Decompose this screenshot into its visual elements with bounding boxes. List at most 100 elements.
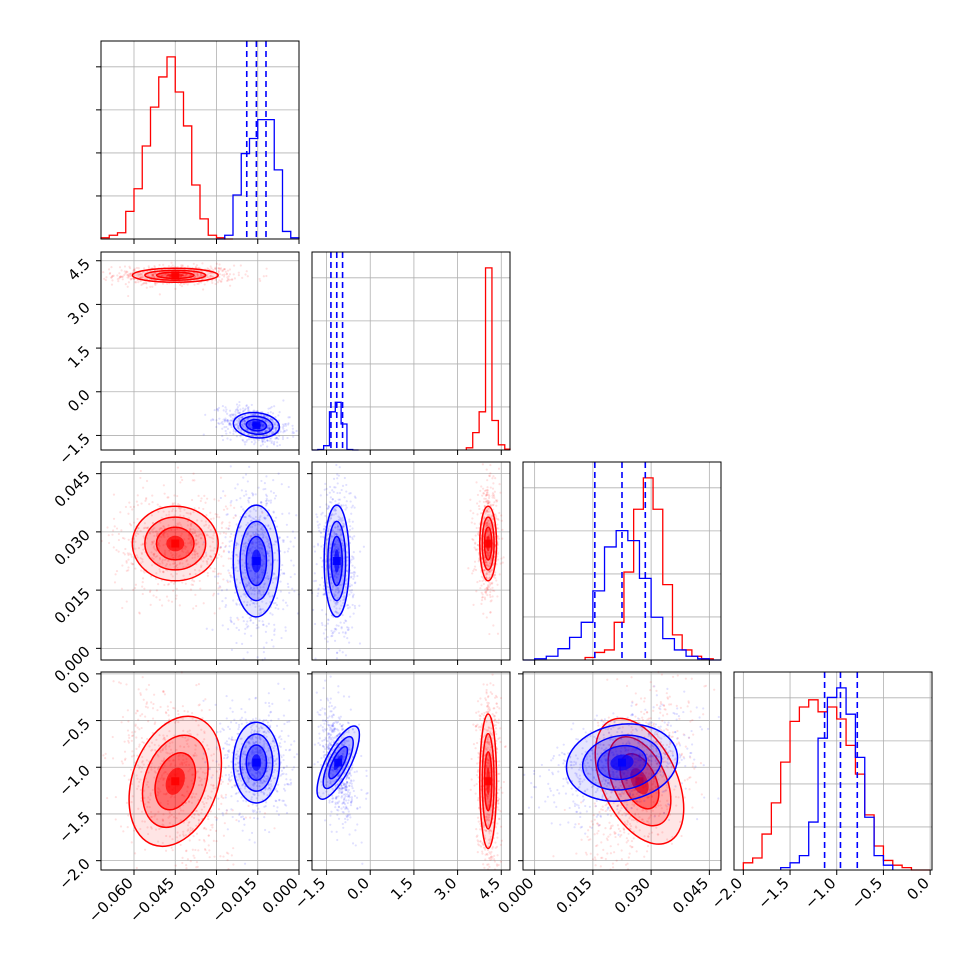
red-sample-point — [480, 584, 483, 587]
blue-sample-point — [248, 424, 251, 427]
blue-sample-point — [280, 636, 283, 640]
red-sample-point — [121, 275, 124, 278]
red-sample-point — [104, 752, 107, 755]
blue-sample-point — [313, 622, 317, 626]
red-sample-point — [110, 276, 113, 279]
blue-sample-point — [255, 811, 258, 814]
blue-sample-point — [271, 420, 274, 423]
blue-sample-point — [244, 473, 248, 476]
red-sample-point — [475, 590, 478, 593]
red-peak-bin — [171, 271, 180, 280]
red-sample-point — [140, 726, 143, 730]
blue-sample-point — [292, 435, 295, 438]
blue-sample-point — [221, 422, 225, 426]
blue-sample-point — [242, 817, 246, 820]
red-sample-point — [218, 267, 221, 270]
red-sample-point — [494, 513, 497, 516]
blue-sample-point — [227, 527, 230, 530]
blue-sample-point — [292, 431, 296, 434]
red-sample-point — [483, 598, 487, 601]
red-sample-point — [226, 269, 230, 272]
blue-sample-point — [281, 563, 284, 567]
red-sample-point — [126, 273, 129, 277]
red-sample-point — [500, 557, 503, 560]
red-sample-point — [155, 596, 158, 599]
blue-sample-point — [345, 490, 348, 493]
red-sample-point — [130, 768, 133, 771]
red-sample-point — [134, 583, 138, 586]
blue-sample-point — [232, 428, 235, 431]
red-sample-point — [130, 555, 133, 558]
panel-1-1 — [311, 251, 511, 455]
blue-sample-point — [319, 556, 322, 559]
blue-sample-point — [224, 545, 227, 549]
blue-sample-point — [239, 416, 242, 419]
blue-sample-point — [289, 540, 292, 543]
blue-sample-point — [318, 523, 321, 526]
red-sample-point — [175, 597, 178, 600]
red-sample-point — [209, 511, 212, 514]
red-sample-point — [142, 698, 145, 701]
red-sample-point — [163, 273, 167, 276]
blue-sample-point — [338, 649, 341, 652]
red-sample-point — [118, 277, 121, 280]
blue-peak-bin — [252, 557, 261, 565]
red-sample-point — [219, 476, 223, 479]
red-sample-point — [170, 600, 174, 603]
red-sample-point — [135, 747, 138, 750]
blue-sample-point — [274, 606, 277, 610]
red-sample-point — [227, 277, 230, 281]
red-sample-point — [152, 273, 155, 276]
blue-sample-point — [295, 429, 298, 433]
blue-sample-point — [232, 432, 235, 435]
red-sample-point — [141, 282, 144, 286]
red-sample-point — [244, 273, 247, 276]
red-sample-point — [485, 493, 488, 496]
blue-sample-point — [261, 440, 264, 443]
blue-sample-point — [228, 540, 231, 543]
red-sample-point — [126, 729, 130, 732]
red-sample-point — [204, 501, 207, 504]
blue-sample-point — [351, 571, 354, 575]
red-sample-point — [480, 602, 483, 605]
blue-sample-point — [262, 423, 265, 426]
red-histogram — [465, 267, 511, 450]
red-sample-point — [144, 848, 147, 851]
red-sample-point — [222, 275, 226, 278]
red-sample-point — [164, 273, 167, 276]
red-sample-point — [192, 854, 195, 857]
red-sample-point — [198, 579, 201, 583]
red-sample-point — [225, 272, 229, 275]
red-sample-point — [195, 264, 198, 267]
blue-sample-point — [273, 422, 277, 425]
red-sample-point — [128, 501, 131, 504]
red-sample-point — [193, 856, 196, 859]
red-sample-point — [123, 740, 126, 743]
red-sample-point — [156, 503, 159, 506]
blue-sample-point — [204, 551, 208, 554]
red-sample-point — [125, 801, 128, 804]
blue-sample-point — [272, 430, 275, 433]
red-sample-point — [143, 276, 147, 280]
blue-sample-point — [326, 622, 329, 625]
blue-sample-point — [314, 657, 317, 660]
blue-sample-point — [229, 707, 232, 710]
blue-sample-point — [287, 485, 290, 489]
blue-sample-point — [235, 435, 239, 438]
red-sample-point — [486, 486, 489, 489]
blue-sample-point — [353, 495, 357, 498]
blue-sample-point — [344, 504, 347, 507]
red-sample-point — [481, 579, 484, 583]
red-sample-point — [214, 513, 217, 516]
blue-sample-point — [221, 404, 224, 408]
blue-sample-point — [225, 694, 228, 698]
blue-sample-point — [247, 499, 250, 502]
red-sample-point — [212, 839, 215, 842]
blue-sample-point — [225, 412, 229, 415]
blue-sample-point — [323, 637, 327, 640]
red-sample-point — [211, 823, 214, 826]
blue-sample-point — [273, 497, 277, 500]
blue-sample-point — [345, 506, 348, 509]
blue-sample-point — [289, 783, 292, 786]
blue-sample-point — [243, 494, 246, 497]
